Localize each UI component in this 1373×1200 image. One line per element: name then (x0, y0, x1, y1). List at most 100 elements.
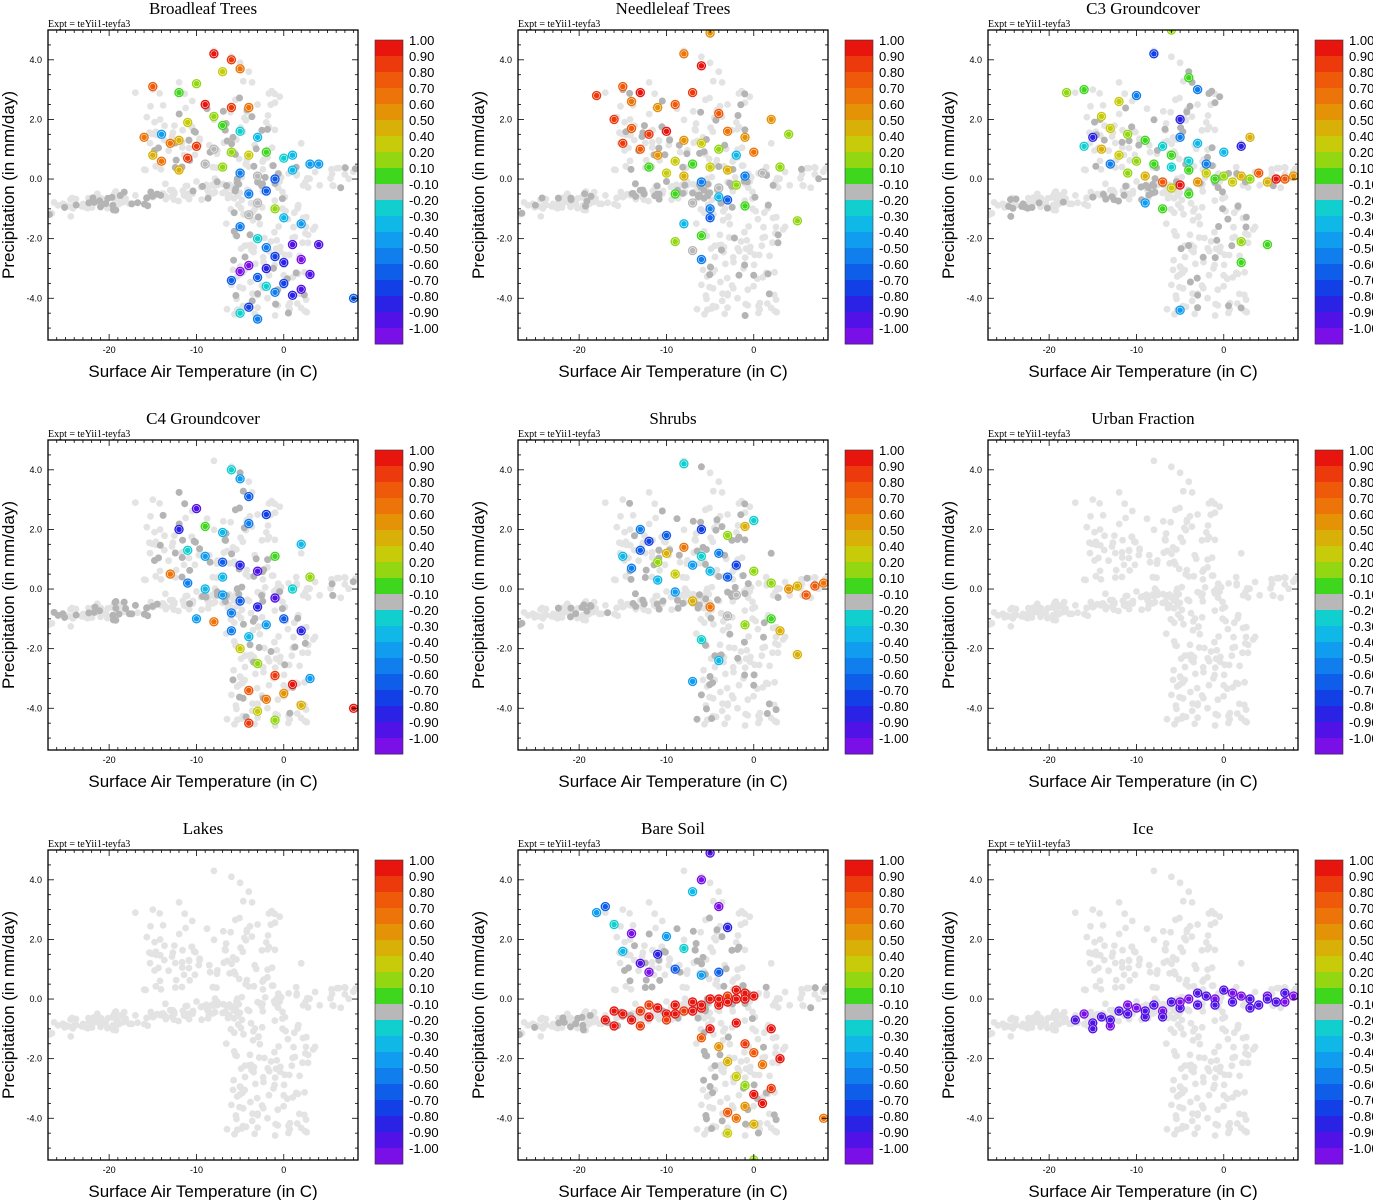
background-point (771, 268, 778, 276)
colorbar-label: -0.80 (409, 289, 439, 304)
neutral-point (655, 605, 663, 613)
background-point (769, 214, 777, 222)
data-point-ring (165, 569, 176, 579)
data-point-ring (1157, 177, 1168, 187)
background-point (716, 641, 724, 649)
data-point-ring (182, 545, 193, 555)
background-point (341, 574, 349, 582)
colorbar-label: -0.90 (1349, 305, 1373, 320)
background-point (1146, 558, 1154, 566)
neutral-point (96, 197, 104, 205)
background-point (595, 200, 603, 208)
colorbar-swatch (375, 120, 403, 137)
data-point-ring (270, 551, 280, 561)
panel-title: Broadleaf Trees (149, 0, 257, 18)
background-point (799, 182, 807, 190)
background-point (1192, 555, 1200, 563)
background-point (1210, 264, 1217, 272)
background-point (264, 294, 271, 302)
data-point-ring (1096, 111, 1107, 122)
background-point (724, 290, 732, 298)
background-point (232, 702, 240, 709)
data-point-ring (696, 551, 707, 561)
data-point-ring (261, 263, 271, 274)
background-point (203, 925, 211, 933)
background-point (196, 955, 204, 963)
background-point (1237, 549, 1245, 557)
neutral-point (85, 609, 93, 617)
x-tick-label: 0 (1221, 755, 1226, 765)
background-point (1133, 178, 1140, 185)
data-point-ring (1131, 156, 1142, 166)
x-tick-label: 0 (281, 345, 286, 355)
background-point (1240, 291, 1248, 299)
background-point (271, 500, 279, 508)
background-point (721, 310, 729, 318)
colorbar: 1.000.900.800.700.600.500.400.200.10-0.1… (374, 33, 439, 345)
background-point (143, 933, 151, 941)
background-point (1224, 625, 1232, 633)
background-point (619, 602, 626, 610)
colorbar-swatch (375, 296, 403, 313)
background-point (161, 532, 168, 540)
background-point (707, 124, 714, 132)
data-point-ring (1166, 162, 1177, 172)
background-point (203, 515, 211, 523)
neutral-point (1211, 254, 1219, 262)
neutral-point (1009, 204, 1017, 212)
y-tick-label: 4.0 (499, 465, 512, 475)
data-point-ring (217, 527, 228, 538)
background-point (742, 655, 750, 663)
data-point-ring (217, 572, 228, 582)
neutral-point (741, 312, 749, 319)
background-point (1051, 599, 1059, 606)
background-point (1118, 144, 1126, 151)
neutral-point (582, 202, 589, 210)
neutral-point (108, 193, 116, 201)
neutral-point (572, 610, 580, 618)
data-point-ring (1140, 135, 1150, 146)
data-point-ring (261, 186, 271, 196)
background-point (235, 155, 243, 163)
data-point-ring (1184, 156, 1194, 166)
background-point (162, 1000, 169, 1008)
colorbar-swatch (1315, 658, 1343, 675)
background-point (1086, 539, 1093, 547)
background-point (1145, 551, 1153, 559)
neutral-point (1225, 302, 1232, 310)
background-point (285, 251, 293, 259)
background-point (249, 626, 257, 634)
neutral-point (264, 556, 272, 564)
neutral-point (328, 580, 336, 588)
data-point-ring (270, 593, 280, 603)
neutral-point (760, 619, 768, 627)
background-point (1051, 189, 1059, 196)
data-point-ring (279, 614, 289, 624)
background-point (567, 203, 574, 211)
background-point (151, 118, 159, 126)
data-point-ring (209, 144, 219, 154)
background-point (604, 199, 611, 207)
background-point (211, 598, 219, 606)
background-point (645, 79, 653, 86)
background-point (182, 924, 190, 932)
colorbar-label: -0.70 (879, 683, 909, 698)
background-point (261, 1054, 268, 1062)
colorbar-swatch (1315, 642, 1343, 659)
background-point (1181, 253, 1189, 261)
background-point (1199, 576, 1207, 583)
colorbar-label: -0.80 (879, 699, 909, 714)
expt-label: Expt = teYii1-teyfa3 (518, 429, 600, 440)
background-point (1163, 715, 1171, 723)
neutral-point (246, 641, 254, 649)
data-point-ring (749, 147, 759, 157)
background-point (248, 1117, 256, 1125)
background-point (723, 684, 731, 692)
background-point (1198, 613, 1206, 621)
background-point (254, 714, 261, 721)
colorbar-swatch (375, 498, 403, 515)
background-point (1194, 623, 1202, 631)
neutral-point (240, 620, 247, 628)
background-point (1168, 281, 1175, 289)
data-point-ring (252, 602, 263, 612)
